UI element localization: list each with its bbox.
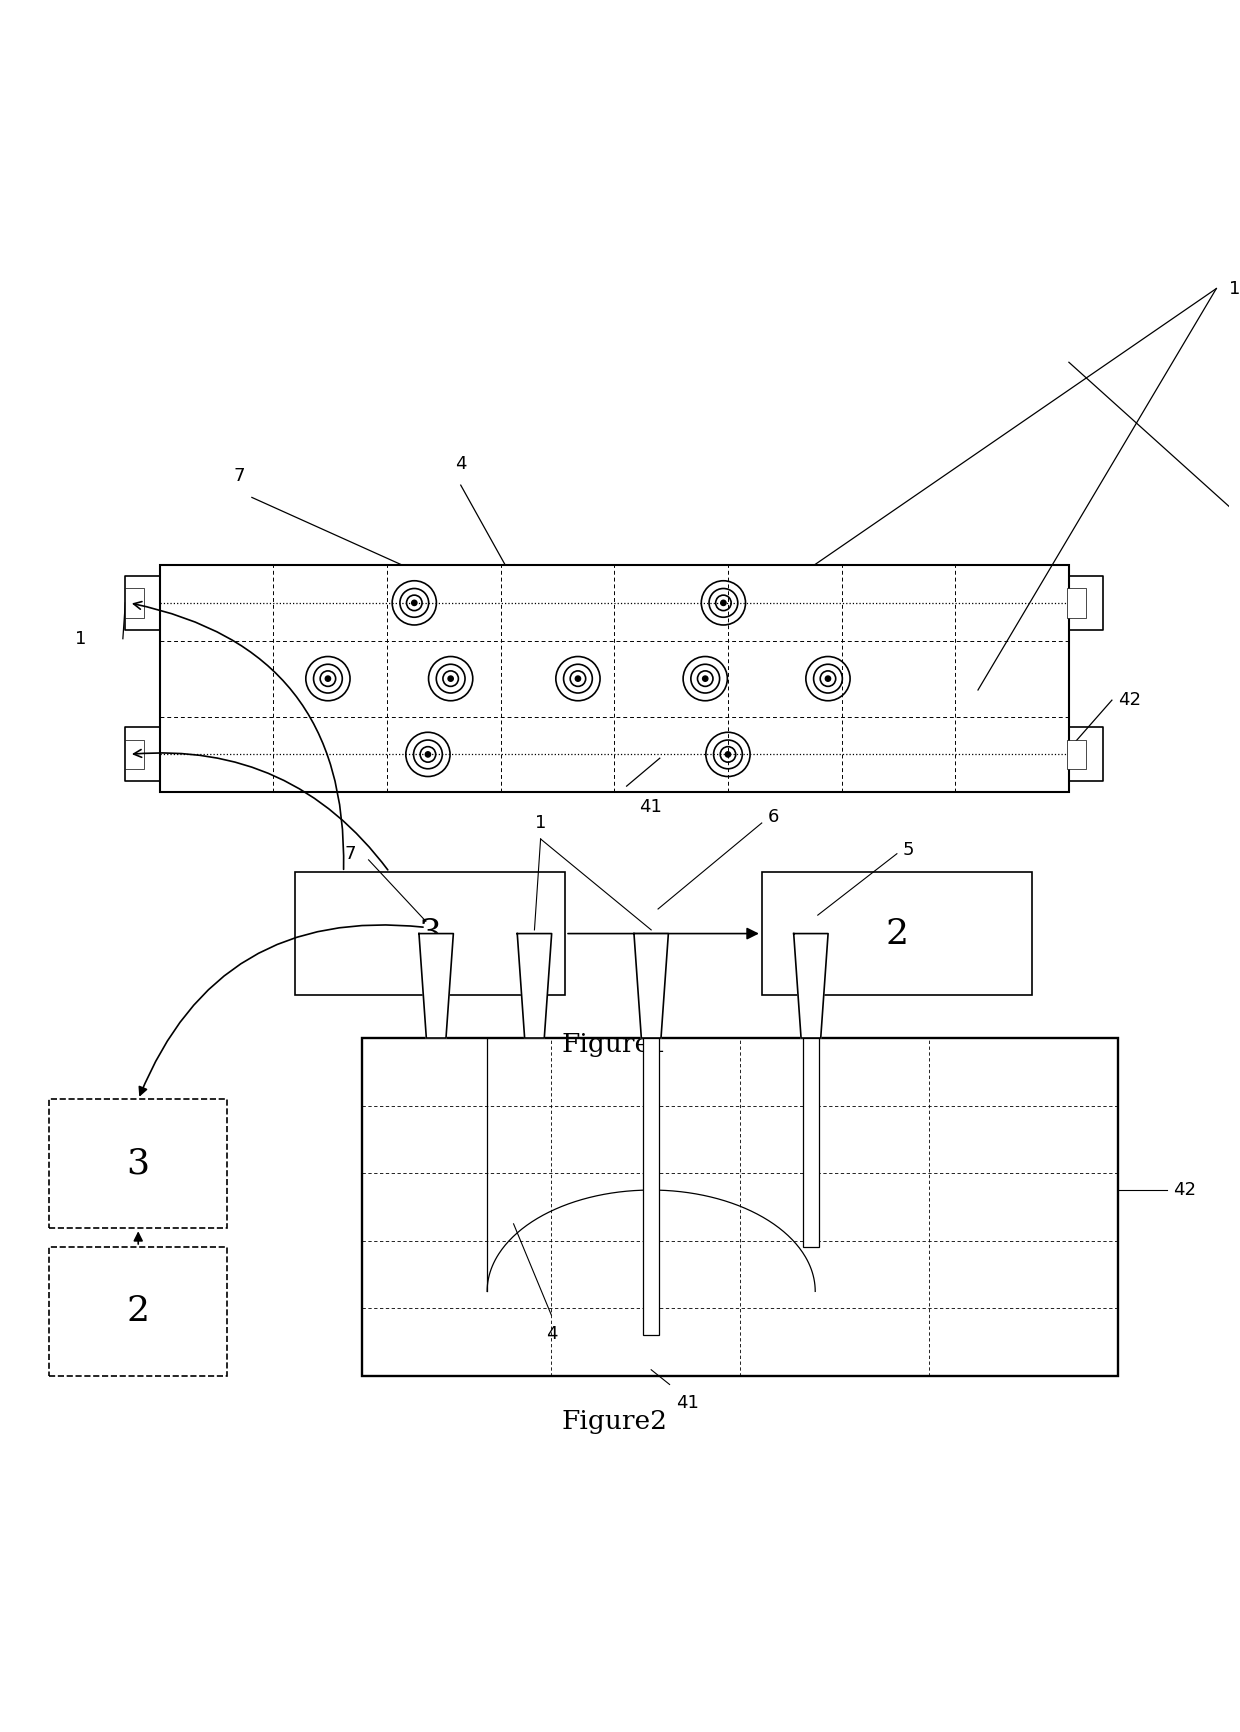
Bar	[50, 1247, 227, 1375]
FancyArrowPatch shape	[134, 750, 388, 869]
Polygon shape	[517, 934, 552, 1037]
Text: 3: 3	[418, 916, 441, 951]
Bar	[125, 740, 144, 769]
Text: 7: 7	[234, 468, 246, 485]
Text: Figure1: Figure1	[562, 1032, 667, 1057]
Polygon shape	[634, 934, 668, 1037]
Text: 7: 7	[345, 845, 356, 863]
FancyArrowPatch shape	[134, 601, 343, 869]
Bar	[125, 587, 144, 618]
Circle shape	[448, 675, 454, 681]
Text: Figure2: Figure2	[562, 1408, 667, 1434]
Text: 42: 42	[1173, 1181, 1197, 1199]
Bar	[644, 1037, 660, 1335]
Polygon shape	[794, 934, 828, 1037]
Bar	[50, 1100, 227, 1228]
Text: 5: 5	[903, 842, 915, 859]
Bar	[761, 873, 1032, 994]
Text: 41: 41	[676, 1394, 698, 1412]
Circle shape	[575, 675, 580, 681]
Bar	[804, 1037, 818, 1247]
FancyArrowPatch shape	[139, 925, 423, 1095]
Circle shape	[725, 752, 730, 757]
Circle shape	[325, 675, 331, 681]
Circle shape	[826, 675, 831, 681]
Text: 1: 1	[74, 630, 86, 648]
Text: 42: 42	[1118, 691, 1141, 708]
Bar	[160, 565, 1069, 792]
Text: 1: 1	[1229, 279, 1240, 298]
Text: 1: 1	[534, 814, 547, 831]
Text: 41: 41	[639, 798, 662, 816]
Text: 3: 3	[126, 1147, 150, 1181]
Text: 2: 2	[885, 916, 909, 951]
Text: 2: 2	[126, 1294, 150, 1328]
Circle shape	[720, 601, 727, 606]
Polygon shape	[419, 934, 454, 1037]
Text: 4: 4	[455, 456, 466, 473]
Bar	[1068, 587, 1086, 618]
Text: 4: 4	[546, 1325, 557, 1344]
Bar	[1068, 740, 1086, 769]
Text: 6: 6	[768, 807, 779, 826]
Circle shape	[425, 752, 430, 757]
Bar	[362, 1037, 1118, 1375]
Bar	[295, 873, 565, 994]
Circle shape	[412, 601, 417, 606]
Circle shape	[703, 675, 708, 681]
